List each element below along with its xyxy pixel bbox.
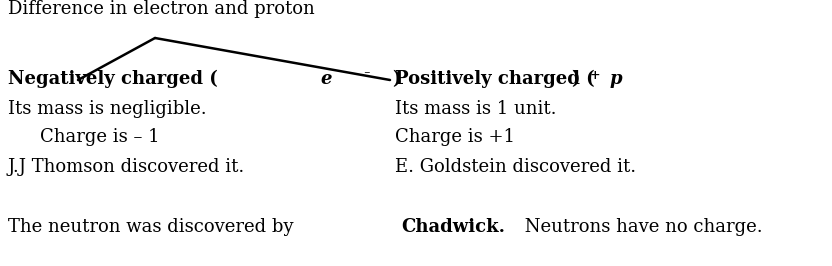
- Text: Chadwick.: Chadwick.: [402, 218, 506, 236]
- Text: Neutrons have no charge.: Neutrons have no charge.: [519, 218, 763, 236]
- Text: E. Goldstein discovered it.: E. Goldstein discovered it.: [395, 158, 636, 176]
- Text: ⁻: ⁻: [364, 69, 370, 82]
- Text: Charge is +1: Charge is +1: [395, 128, 515, 146]
- Text: The neutron was discovered by: The neutron was discovered by: [8, 218, 300, 236]
- Text: Its mass is 1 unit.: Its mass is 1 unit.: [395, 100, 557, 118]
- Text: Positively charged (: Positively charged (: [395, 70, 595, 88]
- Text: Its mass is negligible.: Its mass is negligible.: [8, 100, 206, 118]
- Text: Difference in electron and proton: Difference in electron and proton: [8, 0, 314, 18]
- Text: Negatively charged (: Negatively charged (: [8, 70, 218, 88]
- Text: ): ): [393, 70, 401, 88]
- Text: ): ): [572, 70, 580, 88]
- Text: p: p: [610, 70, 622, 88]
- Text: e: e: [320, 70, 332, 88]
- Text: J.J Thomson discovered it.: J.J Thomson discovered it.: [8, 158, 245, 176]
- Text: Charge is – 1: Charge is – 1: [40, 128, 160, 146]
- Text: +: +: [589, 69, 600, 82]
